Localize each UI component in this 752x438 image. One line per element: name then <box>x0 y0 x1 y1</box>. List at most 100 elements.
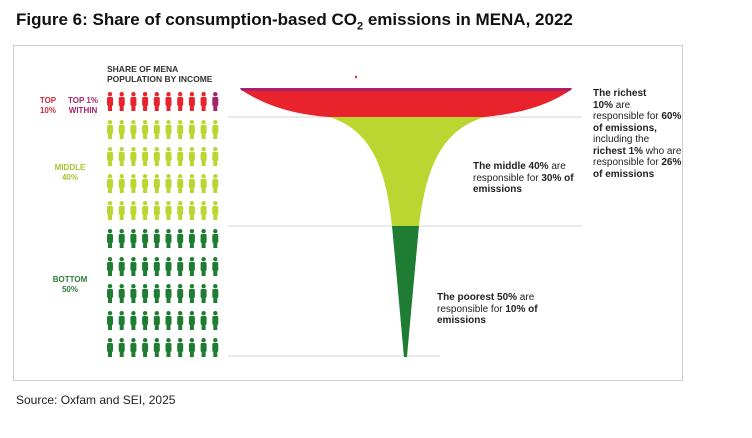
person-icon <box>142 311 149 330</box>
person-icon <box>107 174 113 193</box>
annotation-middle: The middle 40% are responsible for 30% o… <box>473 161 574 195</box>
person-icon <box>130 120 137 139</box>
population-heading: SHARE OF MENA POPULATION BY INCOME <box>107 64 213 84</box>
person-icon <box>200 229 207 248</box>
person-icon <box>130 311 137 330</box>
person-icon <box>130 147 137 166</box>
person-icon <box>188 120 195 139</box>
person-icon <box>142 229 149 248</box>
person-icon <box>130 229 137 248</box>
person-icon <box>107 147 113 166</box>
person-icon <box>118 174 125 193</box>
person-icon <box>212 338 219 357</box>
person-icon <box>212 120 219 139</box>
person-icon <box>130 201 137 220</box>
person-icon <box>188 92 195 111</box>
person-icon <box>153 174 160 193</box>
label-bottom50: BOTTOM 50% <box>52 275 88 294</box>
person-icon <box>177 174 184 193</box>
person-icon <box>177 147 184 166</box>
person-icon <box>142 257 149 276</box>
person-icon <box>118 229 125 248</box>
funnel-segment-top1 <box>240 88 572 91</box>
person-icon <box>200 92 207 111</box>
person-icon <box>212 257 219 276</box>
annotation-poorest: The poorest 50% are responsible for 10% … <box>437 292 538 326</box>
person-icon <box>153 201 160 220</box>
person-icon <box>200 201 207 220</box>
person-icon <box>153 120 160 139</box>
person-icon <box>142 201 149 220</box>
person-icon <box>107 120 113 139</box>
person-icon <box>130 338 137 357</box>
person-icon <box>177 229 184 248</box>
annotation-richest: The richest 10% are responsible for 60% o… <box>593 88 682 180</box>
person-icon <box>118 338 125 357</box>
person-icon <box>177 338 184 357</box>
funnel-segment-middle40 <box>329 117 485 226</box>
person-icon <box>130 174 137 193</box>
source-note: Source: Oxfam and SEI, 2025 <box>16 393 176 407</box>
person-icon <box>188 338 195 357</box>
person-icon <box>153 338 160 357</box>
person-icon <box>130 284 137 303</box>
person-icon <box>200 147 207 166</box>
person-icon <box>153 229 160 248</box>
person-icon <box>177 92 184 111</box>
person-icon <box>165 120 172 139</box>
person-icon <box>188 147 195 166</box>
person-icon <box>188 174 195 193</box>
person-icon <box>107 284 113 303</box>
person-icon <box>200 284 207 303</box>
person-icon <box>212 311 219 330</box>
person-icon <box>177 284 184 303</box>
person-icon <box>130 92 137 111</box>
person-icon <box>212 284 219 303</box>
person-icon <box>188 284 195 303</box>
person-icon <box>212 201 219 220</box>
person-icon <box>188 257 195 276</box>
person-icon <box>165 174 172 193</box>
person-icon <box>188 311 195 330</box>
person-icon <box>142 92 149 111</box>
person-icon <box>142 147 149 166</box>
person-icon <box>107 257 113 276</box>
person-icon <box>200 338 207 357</box>
person-icon <box>153 311 160 330</box>
person-icon <box>165 257 172 276</box>
person-icon <box>200 174 207 193</box>
person-icon <box>118 201 125 220</box>
person-icon <box>165 338 172 357</box>
person-icon <box>107 338 113 357</box>
person-icon <box>118 257 125 276</box>
person-icon <box>107 92 113 111</box>
person-icon <box>165 284 172 303</box>
person-icon <box>107 311 113 330</box>
person-icon <box>188 201 195 220</box>
person-icon <box>212 229 219 248</box>
person-icon <box>153 147 160 166</box>
person-icon <box>153 284 160 303</box>
person-icon <box>118 147 125 166</box>
person-icon <box>165 147 172 166</box>
figure-frame <box>13 45 683 381</box>
person-icon <box>130 257 137 276</box>
marker-dot <box>354 75 358 79</box>
person-icon <box>165 201 172 220</box>
person-icon <box>118 311 125 330</box>
person-icon <box>118 92 125 111</box>
person-icon <box>165 92 172 111</box>
person-icon <box>165 229 172 248</box>
population-pictogram <box>107 92 219 357</box>
person-icon <box>142 174 149 193</box>
person-icon <box>165 311 172 330</box>
person-icon <box>177 257 184 276</box>
person-icon <box>188 229 195 248</box>
person-icon <box>212 147 219 166</box>
person-icon <box>153 92 160 111</box>
person-icon <box>177 311 184 330</box>
person-icon <box>142 284 149 303</box>
person-icon <box>200 257 207 276</box>
label-top1-within: TOP 1% WITHIN <box>68 96 98 115</box>
person-icon <box>118 284 125 303</box>
